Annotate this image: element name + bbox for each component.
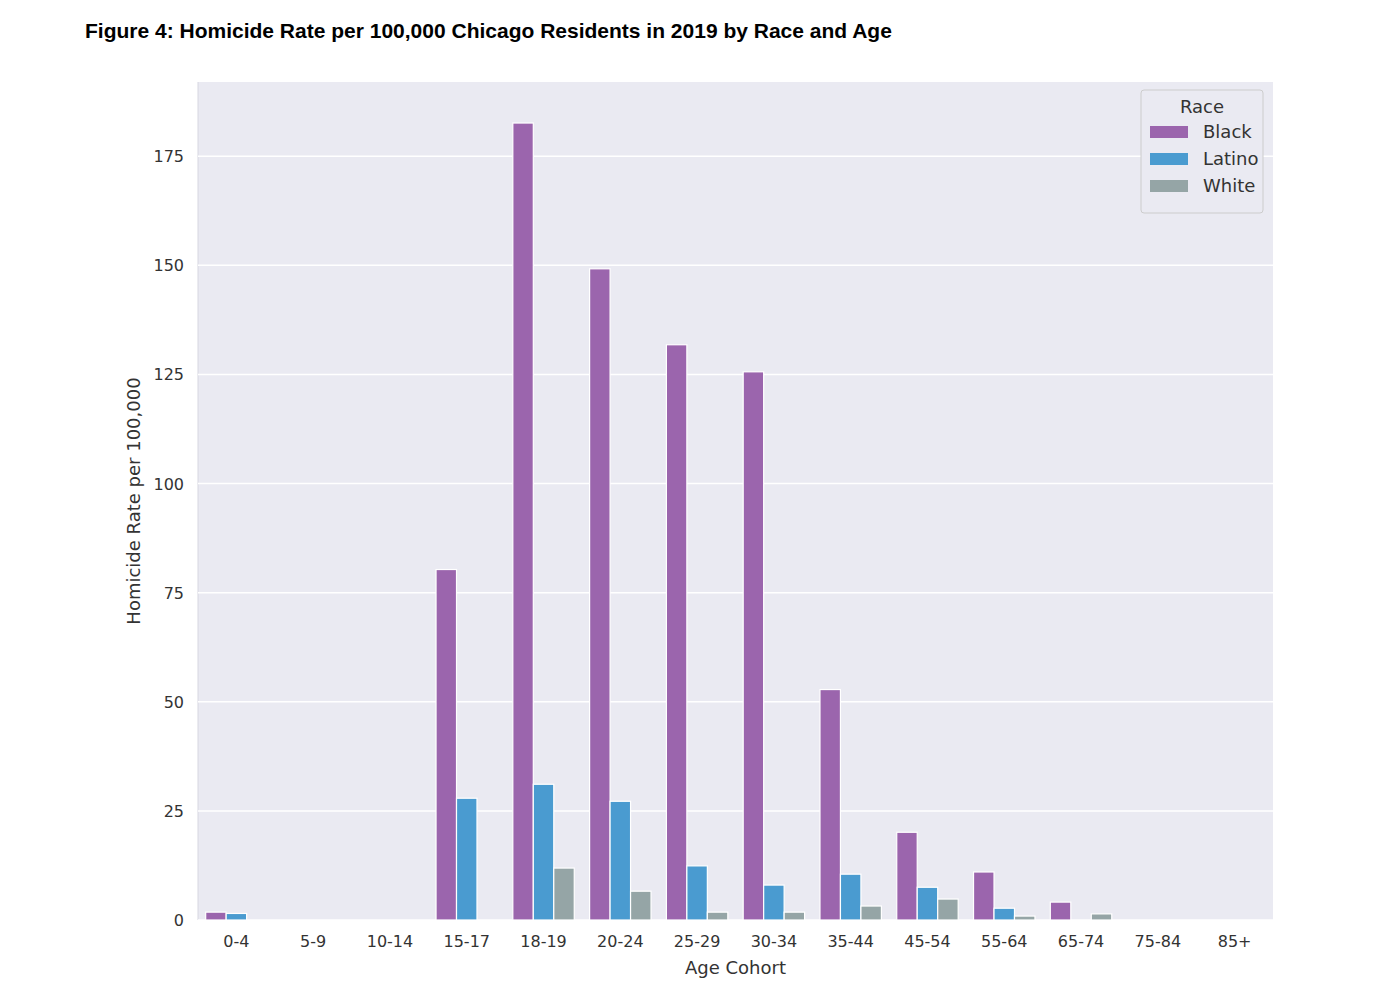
bar (1050, 902, 1070, 920)
bar (666, 345, 686, 920)
bar (206, 912, 226, 920)
bar (994, 908, 1014, 920)
x-tick-label: 45-54 (904, 932, 951, 951)
bar (820, 690, 840, 920)
bar (380, 919, 400, 920)
grid-line (198, 483, 1273, 485)
bar (1168, 919, 1188, 920)
legend-label: White (1203, 175, 1255, 196)
bar (590, 269, 610, 920)
x-tick-label: 55-64 (981, 932, 1028, 951)
chart: Figure 4: Homicide Rate per 100,000 Chic… (0, 0, 1380, 990)
bar (743, 372, 763, 920)
y-axis-line (198, 82, 199, 920)
bar (631, 891, 651, 920)
bar (974, 872, 994, 920)
bar (513, 123, 533, 920)
bar (687, 866, 707, 920)
legend-box (1141, 90, 1263, 213)
bar (359, 919, 379, 920)
bar (457, 798, 477, 920)
bar (1204, 919, 1224, 920)
grid-line (198, 810, 1273, 812)
bar (1224, 919, 1244, 920)
x-tick-label: 18-19 (520, 932, 567, 951)
bar (707, 912, 727, 920)
bar (840, 874, 860, 920)
bar (1071, 919, 1091, 920)
x-tick-label: 85+ (1218, 932, 1252, 951)
bar (303, 919, 323, 920)
legend-swatch (1150, 153, 1188, 165)
legend-label: Black (1203, 121, 1252, 142)
bar (436, 570, 456, 920)
bar (764, 885, 784, 920)
y-tick-label: 0 (174, 911, 184, 930)
x-tick-label: 25-29 (674, 932, 721, 951)
bar (784, 912, 804, 920)
grid-line (198, 592, 1273, 594)
bars (206, 123, 1112, 920)
bar (1014, 916, 1034, 920)
plot-background (198, 82, 1273, 920)
x-tick-label: 35-44 (827, 932, 874, 951)
x-tick-label: 15-17 (444, 932, 491, 951)
bar (400, 919, 420, 920)
bar (917, 887, 937, 920)
bar (897, 832, 917, 920)
y-tick-label: 50 (164, 693, 184, 712)
bar (323, 919, 343, 920)
x-tick-label: 30-34 (751, 932, 798, 951)
bar (554, 868, 574, 920)
x-tick-label: 10-14 (367, 932, 414, 951)
bar (861, 906, 881, 920)
y-tick-label: 175 (153, 147, 184, 166)
x-tick-label: 75-84 (1135, 932, 1182, 951)
grid-line (198, 701, 1273, 703)
grid-line (198, 374, 1273, 376)
bar (1091, 914, 1111, 920)
y-tick-label: 150 (153, 256, 184, 275)
legend-label: Latino (1203, 148, 1259, 169)
x-tick-label: 20-24 (597, 932, 644, 951)
y-axis-label: Homicide Rate per 100,000 (123, 377, 144, 624)
legend-swatch (1150, 180, 1188, 192)
y-tick-label: 25 (164, 802, 184, 821)
legend-title: Race (1180, 96, 1224, 117)
x-tick-label: 5-9 (300, 932, 326, 951)
grid-line (198, 155, 1273, 157)
bar (247, 919, 267, 920)
bar (226, 913, 246, 920)
bar (1127, 919, 1147, 920)
x-tick-label: 0-4 (223, 932, 249, 951)
y-tick-label: 125 (153, 365, 184, 384)
x-axis-label: Age Cohort (685, 957, 786, 978)
grid-line (198, 265, 1273, 267)
bar (1148, 919, 1168, 920)
bar (1245, 919, 1265, 920)
bar (533, 784, 553, 920)
x-tick-label: 65-74 (1058, 932, 1105, 951)
bar (477, 919, 497, 920)
bar (282, 919, 302, 920)
y-tick-label: 100 (153, 475, 184, 494)
title: Figure 4: Homicide Rate per 100,000 Chic… (85, 19, 892, 42)
legend-swatch (1150, 126, 1188, 138)
bar (610, 801, 630, 920)
bar (938, 899, 958, 920)
y-tick-label: 75 (164, 584, 184, 603)
